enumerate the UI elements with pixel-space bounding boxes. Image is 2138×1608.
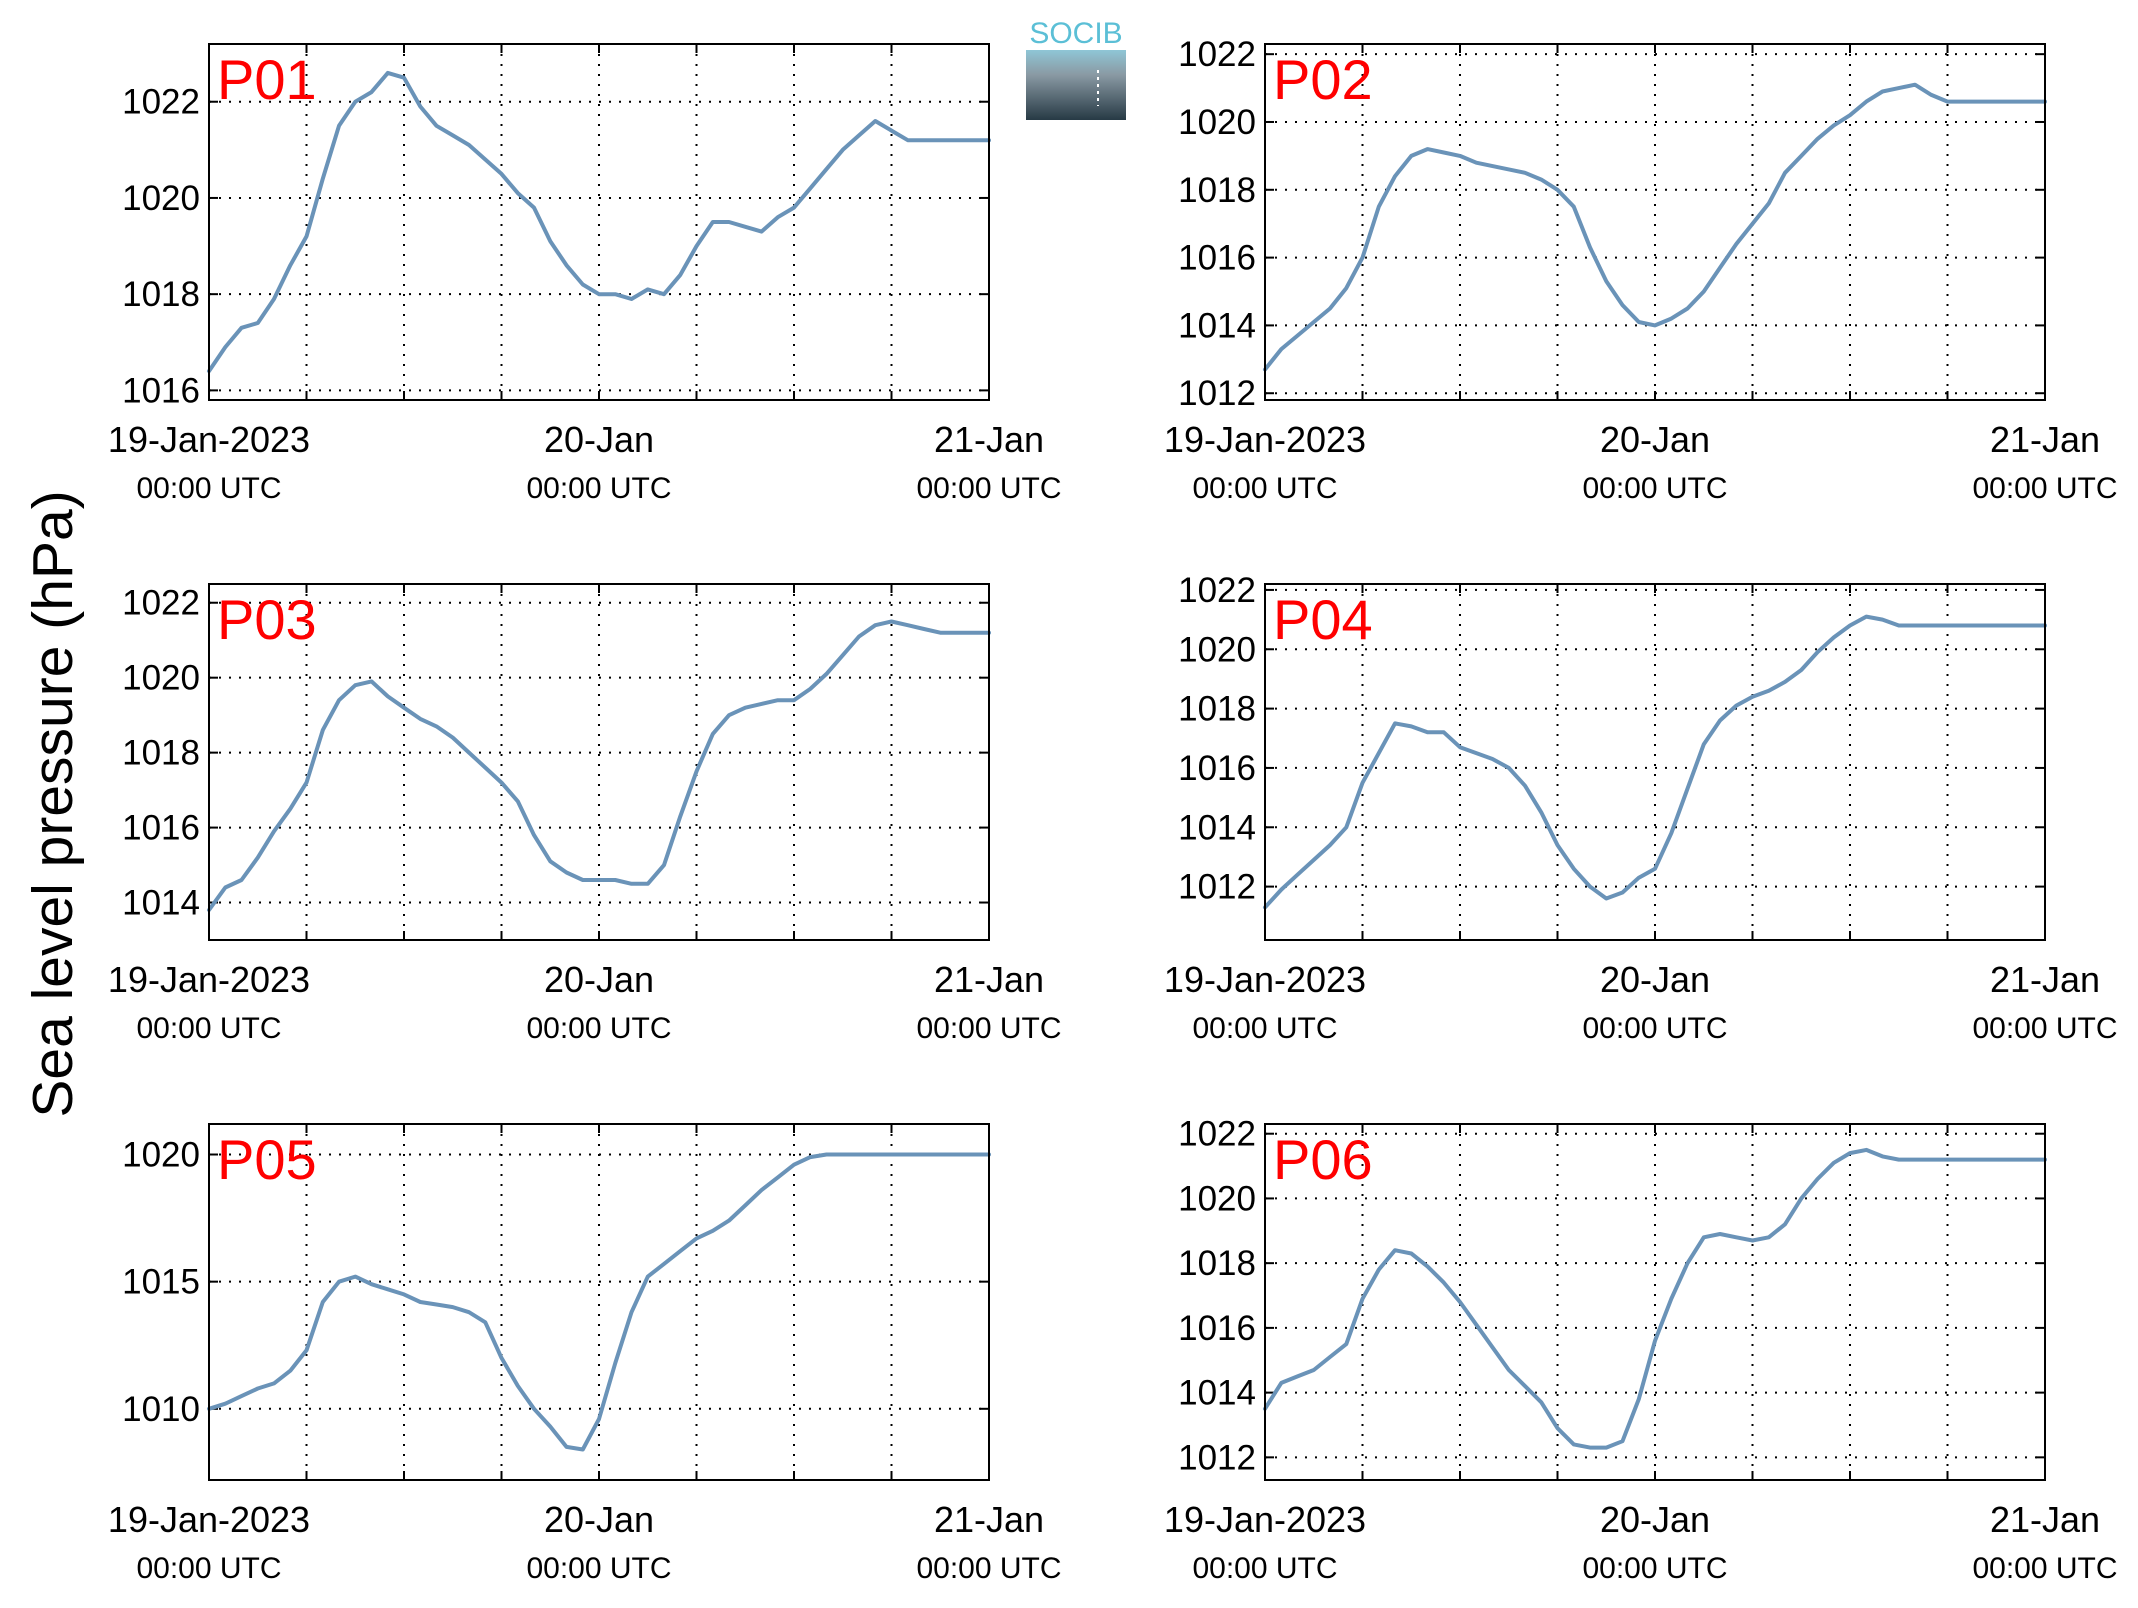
y-tick-label: 1015	[122, 1263, 200, 1302]
x-tick-label-date: 19-Jan-2023	[108, 959, 310, 1000]
y-axis-label: Sea level pressure (hPa)	[21, 490, 85, 1117]
x-tick-label-time: 00:00 UTC	[526, 1012, 671, 1045]
y-tick-label: 1014	[1178, 808, 1256, 847]
chart-panels: 1016 1018 1020 1022 19-Jan-2023 00:00 UTC 20-J…	[108, 35, 2118, 1585]
x-tick-label-date: 19-Jan-2023	[1164, 419, 1366, 460]
x-tick-label-date: 20-Jan	[544, 959, 654, 1000]
x-tick-label-date: 20-Jan	[544, 1499, 654, 1540]
x-tick-label-date: 21-Jan	[1990, 1499, 2100, 1540]
x-tick-label-time: 00:00 UTC	[1582, 472, 1727, 505]
y-tick-label: 1018	[1178, 690, 1256, 729]
y-tick-label: 1022	[1178, 35, 1256, 74]
panel-label: P05	[217, 1128, 317, 1191]
chart-panel-5: 1010 1015 1020 19-Jan-2023 00:00 UTC 20-Jan 00…	[108, 1123, 1062, 1585]
x-tick-label-date: 21-Jan	[1990, 959, 2100, 1000]
x-tick-label-time: 00:00 UTC	[136, 1552, 281, 1585]
x-tick-label-date: 20-Jan	[544, 419, 654, 460]
pressure-series-line	[1263, 1147, 2047, 1450]
y-tick-label: 1016	[1178, 239, 1256, 278]
y-tick-label: 1022	[1178, 1115, 1256, 1154]
x-tick-label-date: 21-Jan	[934, 1499, 1044, 1540]
x-tick-label-time: 00:00 UTC	[916, 1552, 1061, 1585]
axes-frame	[1264, 583, 2046, 941]
panel-label: P04	[1273, 588, 1373, 651]
y-tick-label: 1018	[1178, 171, 1256, 210]
y-tick-label: 1016	[122, 809, 200, 848]
y-tick-label: 1014	[1178, 1374, 1256, 1413]
x-tick-label-time: 00:00 UTC	[1972, 1012, 2117, 1045]
socib-logo-text: SOCIB	[1029, 17, 1122, 50]
y-tick-label: 1010	[122, 1390, 200, 1429]
y-tick-label: 1016	[1178, 749, 1256, 788]
x-tick-label-time: 00:00 UTC	[916, 472, 1061, 505]
x-tick-label-date: 19-Jan-2023	[108, 1499, 310, 1540]
y-tick-label: 1022	[122, 83, 200, 122]
y-tick-label: 1020	[122, 1136, 200, 1175]
chart-panel-2: 1012 1014 1016 1018 1020 1022 19-Jan-2023 00:00…	[1164, 35, 2118, 505]
socib-logo: SOCIB	[1026, 17, 1126, 120]
x-tick-label-date: 20-Jan	[1600, 1499, 1710, 1540]
pressure-series-line	[207, 1152, 991, 1452]
axes-frame	[208, 583, 990, 941]
y-tick-label: 1012	[1178, 374, 1256, 413]
y-tick-label: 1014	[1178, 306, 1256, 345]
x-tick-label-date: 19-Jan-2023	[108, 419, 310, 460]
chart-panel-1: 1016 1018 1020 1022 19-Jan-2023 00:00 UTC 20-J…	[108, 43, 1062, 505]
x-tick-label-time: 00:00 UTC	[916, 1012, 1061, 1045]
pressure-series-line	[207, 619, 991, 912]
y-tick-label: 1018	[122, 734, 200, 773]
x-tick-label-time: 00:00 UTC	[1192, 472, 1337, 505]
x-tick-label-time: 00:00 UTC	[1972, 1552, 2117, 1585]
y-tick-label: 1016	[1178, 1309, 1256, 1348]
x-tick-label-time: 00:00 UTC	[136, 1012, 281, 1045]
y-tick-label: 1012	[1178, 868, 1256, 907]
x-tick-label-time: 00:00 UTC	[1582, 1552, 1727, 1585]
x-tick-label-date: 20-Jan	[1600, 959, 1710, 1000]
axes-frame	[1264, 43, 2046, 401]
pressure-series-line	[207, 70, 991, 374]
y-tick-label: 1014	[122, 884, 200, 923]
y-tick-label: 1020	[1178, 630, 1256, 669]
chart-panel-3: 1014 1016 1018 1020 1022 19-Jan-2023 00:00 UTC…	[108, 583, 1062, 1045]
x-tick-label-date: 21-Jan	[1990, 419, 2100, 460]
panel-label: P01	[217, 48, 317, 111]
panel-label: P03	[217, 588, 317, 651]
x-tick-label-date: 19-Jan-2023	[1164, 959, 1366, 1000]
x-tick-label-date: 21-Jan	[934, 419, 1044, 460]
panel-label: P02	[1273, 48, 1373, 111]
x-tick-label-time: 00:00 UTC	[1582, 1012, 1727, 1045]
x-tick-label-date: 20-Jan	[1600, 419, 1710, 460]
panel-label: P06	[1273, 1128, 1373, 1191]
x-tick-label-time: 00:00 UTC	[526, 472, 671, 505]
y-tick-label: 1018	[1178, 1244, 1256, 1283]
axes-frame	[1264, 1123, 2046, 1481]
y-tick-label: 1012	[1178, 1438, 1256, 1477]
y-tick-label: 1022	[1178, 571, 1256, 610]
chart-panel-6: 1012 1014 1016 1018 1020 1022 19-Jan-2023 00:00…	[1164, 1115, 2118, 1585]
y-tick-label: 1020	[122, 659, 200, 698]
pressure-series-line	[1263, 82, 2047, 372]
y-tick-label: 1018	[122, 275, 200, 314]
x-tick-label-time: 00:00 UTC	[1192, 1012, 1337, 1045]
axes-frame	[208, 1123, 990, 1481]
y-tick-label: 1022	[122, 584, 200, 623]
x-tick-label-time: 00:00 UTC	[1192, 1552, 1337, 1585]
y-tick-label: 1020	[1178, 1179, 1256, 1218]
y-tick-label: 1020	[122, 179, 200, 218]
axes-frame	[208, 43, 990, 401]
y-tick-label: 1020	[1178, 103, 1256, 142]
y-tick-label: 1016	[122, 371, 200, 410]
x-tick-label-time: 00:00 UTC	[136, 472, 281, 505]
pressure-series-line	[1263, 614, 2047, 910]
x-tick-label-date: 19-Jan-2023	[1164, 1499, 1366, 1540]
chart-panel-4: 1012 1014 1016 1018 1020 1022 19-Jan-2023 00:00…	[1164, 571, 2118, 1045]
x-tick-label-time: 00:00 UTC	[1972, 472, 2117, 505]
x-tick-label-date: 21-Jan	[934, 959, 1044, 1000]
x-tick-label-time: 00:00 UTC	[526, 1552, 671, 1585]
